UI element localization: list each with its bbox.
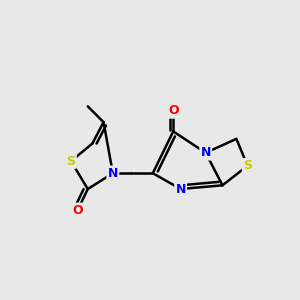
Text: O: O bbox=[168, 104, 178, 118]
Text: N: N bbox=[200, 146, 211, 159]
Text: S: S bbox=[243, 159, 252, 172]
Text: N: N bbox=[176, 182, 186, 196]
Text: S: S bbox=[67, 154, 76, 168]
Text: O: O bbox=[72, 204, 83, 217]
Text: N: N bbox=[108, 167, 118, 180]
